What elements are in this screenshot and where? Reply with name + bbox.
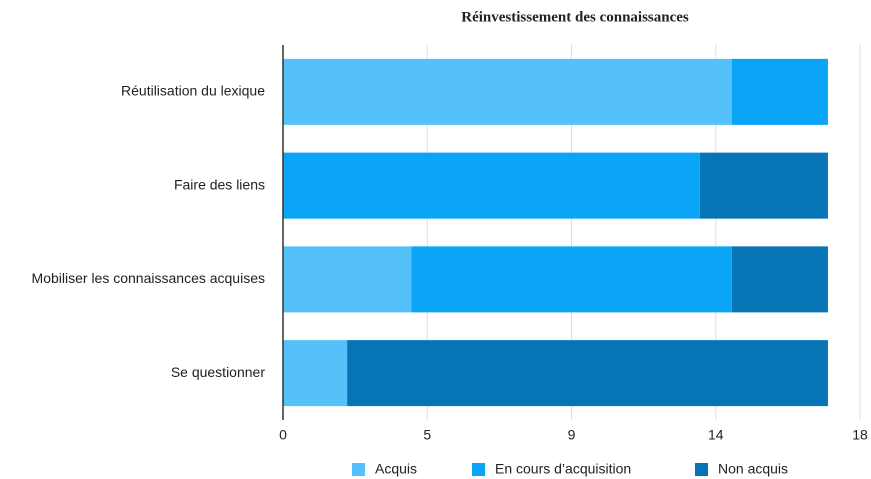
- legend-swatch: [352, 463, 365, 476]
- legend-label: En cours d’acquisition: [495, 461, 631, 477]
- y-tick-label: Faire des liens: [174, 176, 265, 192]
- bar-segment: [347, 340, 828, 407]
- x-tick-label: 0: [279, 427, 287, 443]
- bar-segment: [283, 152, 700, 219]
- legend-label: Acquis: [375, 461, 417, 477]
- x-tick-label: 9: [568, 427, 576, 443]
- bar-segment: [283, 340, 348, 407]
- chart-title: Réinvestissement des connaissances: [461, 9, 689, 25]
- bar-segment: [283, 246, 412, 313]
- bar-segment: [731, 58, 828, 125]
- bar-segment: [699, 152, 828, 219]
- bar-segment: [283, 58, 732, 125]
- bar-segment: [731, 246, 828, 313]
- legend-swatch: [472, 463, 485, 476]
- x-tick-label: 14: [708, 427, 724, 443]
- bar-segment: [411, 246, 732, 313]
- y-tick-label: Se questionner: [171, 364, 266, 380]
- x-tick-label: 5: [423, 427, 431, 443]
- y-tick-label: Mobiliser les connaissances acquises: [32, 270, 265, 286]
- y-tick-label: Réutilisation du lexique: [121, 83, 265, 99]
- legend-swatch: [695, 463, 708, 476]
- x-tick-label: 18: [852, 427, 868, 443]
- legend-label: Non acquis: [718, 461, 788, 477]
